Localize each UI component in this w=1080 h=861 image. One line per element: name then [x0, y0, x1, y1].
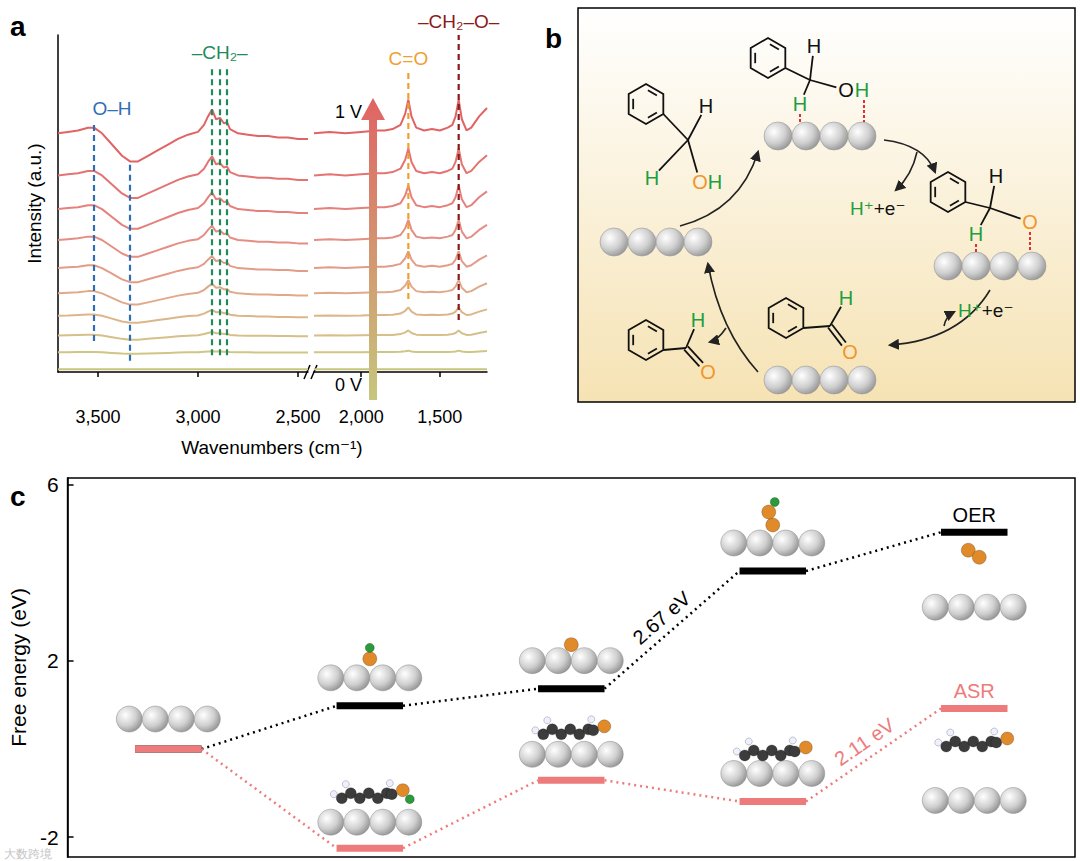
svg-text:C=O: C=O: [389, 48, 429, 69]
svg-text:H⁺+e⁻: H⁺+e⁻: [958, 300, 1013, 321]
svg-text:H: H: [708, 171, 722, 193]
svg-text:–CH₂–O–: –CH₂–O–: [418, 11, 500, 32]
svg-text:1,500: 1,500: [417, 407, 462, 427]
svg-text:H: H: [989, 165, 1003, 187]
svg-text:H: H: [793, 93, 807, 115]
svg-text:H: H: [699, 95, 713, 117]
svg-text:H: H: [969, 223, 983, 245]
svg-text:-2: -2: [40, 826, 59, 849]
svg-text:O: O: [842, 341, 858, 363]
svg-text:2,500: 2,500: [275, 407, 320, 427]
svg-text:1 V: 1 V: [335, 102, 362, 122]
svg-text:O: O: [1022, 211, 1038, 233]
svg-text:Intensity (a.u.): Intensity (a.u.): [24, 143, 45, 263]
svg-text:c: c: [10, 481, 26, 512]
svg-text:ASR: ASR: [954, 680, 995, 702]
svg-text:大数跨境: 大数跨境: [4, 847, 52, 861]
svg-text:Wavenumbers (cm⁻¹): Wavenumbers (cm⁻¹): [181, 437, 362, 458]
svg-text:H: H: [807, 35, 821, 57]
svg-text:H: H: [645, 167, 659, 189]
svg-text:Free energy (eV): Free energy (eV): [7, 588, 30, 747]
svg-text:H: H: [855, 79, 869, 101]
svg-text:3,500: 3,500: [75, 407, 120, 427]
svg-text:–CH₂–: –CH₂–: [192, 42, 248, 63]
svg-text:3,000: 3,000: [175, 407, 220, 427]
svg-text:a: a: [10, 11, 26, 42]
svg-text:O: O: [692, 171, 708, 193]
svg-text:O–H: O–H: [92, 98, 131, 119]
svg-text:O: O: [700, 361, 716, 383]
svg-text:2.67 eV: 2.67 eV: [628, 586, 695, 648]
svg-text:O: O: [838, 79, 854, 101]
svg-text:0 V: 0 V: [335, 375, 362, 395]
svg-text:b: b: [545, 23, 562, 54]
svg-text:2.11 eV: 2.11 eV: [830, 713, 899, 770]
svg-text:2: 2: [47, 649, 59, 672]
svg-text:H: H: [839, 287, 853, 309]
svg-text:6: 6: [47, 473, 59, 496]
svg-text:OER: OER: [953, 504, 996, 526]
svg-text:H⁺+e⁻: H⁺+e⁻: [850, 198, 905, 219]
svg-text:H: H: [691, 309, 705, 331]
svg-text:2,000: 2,000: [339, 407, 384, 427]
